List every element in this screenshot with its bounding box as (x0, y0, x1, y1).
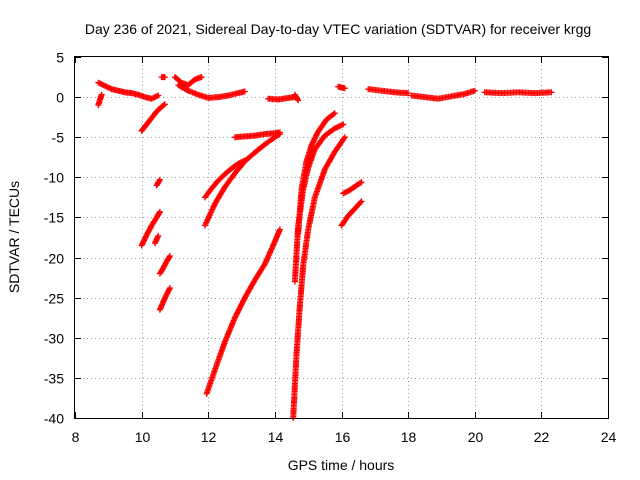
data-point (198, 74, 205, 81)
y-tick-label: -25 (44, 291, 64, 307)
x-tick-label: 18 (401, 429, 417, 445)
data-point (358, 198, 365, 205)
y-tick-label: -15 (44, 210, 64, 226)
plot-frame (74, 56, 609, 419)
data-point (405, 90, 412, 97)
data-point (166, 253, 173, 259)
data-series-s4 (158, 74, 168, 81)
data-point (358, 179, 365, 186)
data-series-s23 (335, 83, 348, 92)
data-point (235, 306, 242, 313)
data-series-s26 (481, 89, 555, 97)
data-point (103, 83, 110, 90)
y-tick-label: 0 (56, 90, 64, 106)
data-series-s22 (291, 91, 302, 104)
data-point (152, 93, 159, 100)
x-tick-label: 12 (201, 429, 217, 445)
data-series-s3 (171, 74, 205, 89)
data-series-s7 (138, 101, 168, 134)
data-series-s17 (290, 134, 348, 421)
x-tick-label: 24 (601, 429, 617, 445)
x-tick-label: 20 (468, 429, 484, 445)
data-series-s24 (365, 86, 412, 97)
data-point (548, 89, 555, 96)
data-series-s21 (340, 179, 365, 197)
x-tick-label: 16 (335, 429, 351, 445)
data-point (161, 101, 168, 108)
data-point (107, 85, 114, 92)
data-series-s8 (138, 208, 163, 249)
data-points (95, 74, 555, 421)
y-tick-label: -30 (44, 331, 64, 347)
x-tick-label: 8 (72, 429, 80, 445)
x-axis-label: GPS time / hours (288, 457, 395, 473)
data-series-s13 (201, 131, 283, 229)
x-tick-label: 22 (534, 429, 550, 445)
x-tick-label: 10 (135, 429, 151, 445)
data-point (341, 134, 348, 141)
data-series-s1 (95, 79, 162, 102)
data-series-s16 (203, 226, 283, 397)
y-tick-label: -10 (44, 170, 64, 186)
data-point (231, 314, 238, 321)
y-tick-label: -20 (44, 251, 64, 267)
ticks: 8 10 12 14 16 18 20 22 24 5 0 -5 -10 -15 -20 -25 -30 -35 -… (44, 50, 617, 446)
data-series-s2 (95, 91, 105, 109)
data-point (357, 199, 364, 206)
data-point (98, 91, 105, 98)
data-point (340, 135, 347, 142)
y-tick-label: -40 (44, 411, 64, 427)
x-tick-label: 14 (268, 429, 284, 445)
data-point (160, 102, 167, 109)
data-series-s25 (408, 87, 478, 102)
data-point (331, 110, 338, 117)
data-point (161, 74, 168, 81)
data-series-s10 (152, 232, 162, 247)
data-point (357, 179, 364, 186)
data-point (233, 310, 240, 317)
data-series-s14 (201, 157, 248, 201)
data-point (330, 111, 337, 118)
data-point (341, 85, 348, 92)
chart-title: Day 236 of 2021, Sidereal Day-to-day VTE… (85, 21, 591, 37)
y-tick-label: -35 (44, 371, 64, 387)
y-tick-label: -5 (52, 130, 65, 146)
data-point (155, 232, 162, 239)
data-point (156, 208, 163, 215)
data-point (156, 176, 163, 183)
data-series-s20 (338, 198, 365, 229)
data-point (294, 96, 301, 103)
data-point (471, 87, 478, 94)
data-series-s11 (156, 253, 173, 277)
data-point (241, 157, 248, 164)
data-point (276, 129, 283, 136)
data-series-s15 (231, 129, 283, 141)
data-point (276, 226, 283, 233)
y-tick-label: 5 (56, 50, 64, 66)
data-point (340, 121, 347, 128)
data-point (184, 87, 190, 93)
y-axis-label: SDTVAR / TECUs (6, 181, 22, 293)
data-series-s12 (156, 285, 173, 313)
data-point (166, 285, 173, 291)
data-point (241, 88, 248, 95)
data-point (237, 302, 244, 309)
data-series-s9 (153, 176, 163, 189)
data-point (295, 97, 302, 104)
data-point (155, 92, 162, 99)
grid (75, 57, 608, 418)
data-series-s19 (295, 110, 338, 237)
data-series-s5 (175, 82, 248, 101)
